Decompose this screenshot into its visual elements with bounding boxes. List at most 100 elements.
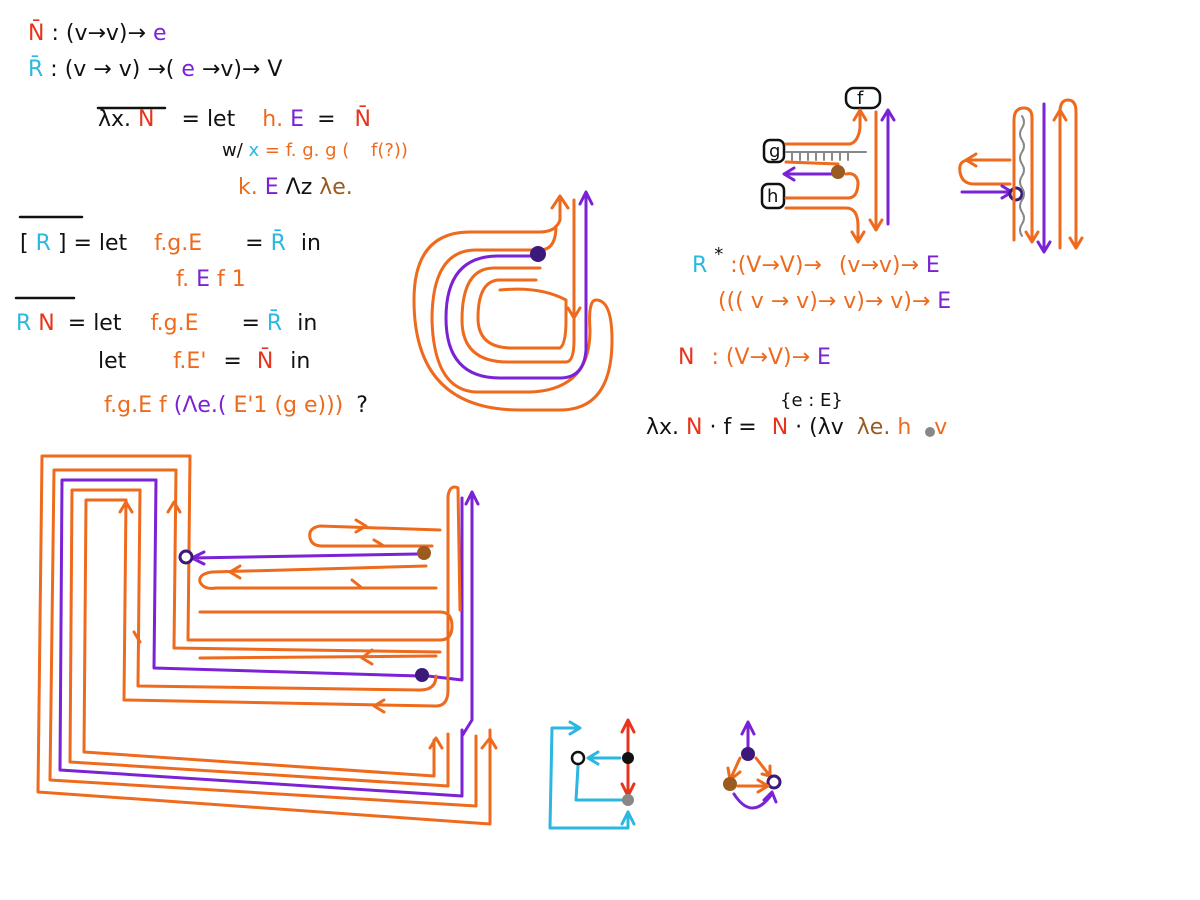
- k-E: E: [265, 175, 279, 200]
- svg-text:f. E f 1: f. E f 1: [176, 267, 246, 292]
- wall-gray-wave: [1019, 115, 1025, 237]
- let-nbar: N̄: [257, 348, 273, 374]
- outer-purple-loop: [58, 478, 464, 798]
- wall-open-node: [1008, 186, 1024, 202]
- svg-text:((( v → v)→ v)→ v)→ E: ((( v → v)→ v)→ v)→ E: [718, 289, 951, 314]
- rbr-eq: =: [245, 231, 263, 256]
- lam-n: N: [138, 107, 154, 132]
- rn-fg: f.g.E: [150, 311, 198, 336]
- loop-open-node: [178, 549, 194, 565]
- loop-navy-node: [415, 668, 429, 682]
- net-open-node: [570, 750, 586, 766]
- rbr-in: in: [301, 231, 321, 256]
- net-cyan-arrow-top: [568, 720, 582, 736]
- rbr-fg: f.g.E: [154, 231, 202, 256]
- lam-eq-let: = let: [182, 107, 236, 132]
- gadget-purple-arrow: [782, 166, 838, 182]
- fgef-e1: E'1: [233, 393, 267, 418]
- wall-loop-arrow: [964, 152, 978, 168]
- lx-N: N: [686, 415, 702, 440]
- gadget-h-arrow: [850, 230, 866, 244]
- llll-text: ((( v → v)→ v)→ v)→: [718, 289, 930, 314]
- gadget-h-line: [784, 172, 860, 242]
- fef-rest: f 1: [217, 267, 246, 292]
- svg-text:R̄ : (v → v) →( e: R̄ : (v → v) →( e →v)→ V: [28, 56, 282, 82]
- fgh-gadget: f g h: [760, 86, 896, 244]
- tri-orange-bottom: [736, 778, 770, 794]
- n-E: E: [817, 345, 831, 370]
- nested-loop-diagram: [36, 454, 498, 826]
- spiral-inner2-orange: [476, 278, 568, 350]
- small-network: [548, 718, 636, 830]
- mid-orange-loop-top: [308, 524, 442, 548]
- w-f: f(?)): [371, 140, 408, 161]
- n-bar-type: : (v→v)→: [51, 21, 145, 46]
- g-box: [762, 138, 786, 164]
- rstar-vv: (v→v)→: [839, 253, 919, 278]
- rbr-open: [: [20, 231, 29, 256]
- tri-purple-up: [740, 720, 756, 750]
- k-rest: Λz: [286, 175, 313, 200]
- k-k: k.: [238, 175, 258, 200]
- spiral-purple: [444, 192, 588, 380]
- mid-orange-loop-low: [198, 654, 438, 660]
- h-box-label: h: [767, 186, 778, 207]
- gadget-f-line: [784, 110, 862, 146]
- rstar-E: E: [926, 253, 940, 278]
- svg-text:λx. N · f =: λx. N · f = N · (λv λe. h v: [646, 415, 947, 440]
- spiral-inner-orange: [460, 198, 576, 364]
- tri-open-node: [766, 774, 782, 790]
- loop-arrows: [118, 500, 498, 750]
- lx-h: h: [897, 415, 911, 440]
- n-N: N: [678, 345, 694, 370]
- svg-text:f.g.E f (Λe.( E'1: f.g.E f (Λe.( E'1 (g e))) ?: [104, 393, 368, 418]
- net-red-up: [620, 718, 636, 754]
- r-bar-type: : (v → v) →(: [50, 57, 174, 82]
- lx-v: v: [934, 415, 947, 440]
- rn-rbar: R̄: [267, 310, 282, 336]
- rn-eq2: =: [241, 311, 259, 336]
- fgef-ge: (g e))): [274, 393, 343, 418]
- rstar-star: *: [714, 244, 723, 265]
- wall-orange-loop: [1058, 98, 1078, 250]
- fgef-lam: (Λe.(: [174, 393, 227, 418]
- svg-text:[ R ] = let: [ R ] = let f.g.E = R̄ in: [20, 230, 321, 256]
- lx-rest: · (λv: [795, 415, 844, 440]
- let-eq: =: [223, 349, 241, 374]
- mid-orange-loop-mid: [198, 564, 438, 590]
- gadget-gray-hatch: [785, 151, 867, 161]
- outer-orange-loop-2: [48, 468, 478, 808]
- net-cyan-mid: [574, 764, 626, 802]
- rn-N: N: [38, 311, 54, 336]
- gadget-brown-loop: [784, 160, 840, 166]
- wall-gadget: [958, 98, 1084, 254]
- stub-orange-top: [446, 485, 462, 612]
- svg-text:λx. N = let: λx. N = let h. E = N̄: [98, 106, 371, 132]
- svg-text:w/ x = f. g. g (: w/ x = f. g. g ( f(?)): [222, 140, 408, 161]
- f-box: [844, 86, 882, 110]
- rbr-close: ] = let: [58, 231, 128, 256]
- net-red-down: [620, 762, 636, 798]
- spiral-arrow1: [550, 194, 570, 210]
- n-bar-e: e: [153, 21, 167, 46]
- lam-h: h.: [262, 107, 283, 132]
- inner-orange-v3: [136, 488, 438, 692]
- inner-orange-v2: [172, 468, 442, 654]
- wall-purple-down: [1036, 102, 1052, 254]
- rn-eq-let: = let: [68, 311, 122, 336]
- net-black-node: [622, 752, 634, 764]
- outer-orange-loop-3: [68, 488, 450, 788]
- w-rest: = f. g. g (: [265, 140, 349, 161]
- svg-text:k. E Λz λe.: k. E Λz λe.: [238, 175, 353, 200]
- spiral-outer-orange: [412, 198, 614, 412]
- lam-E: E: [290, 107, 304, 132]
- r-bar-symbol: R̄: [28, 56, 43, 82]
- fgef-fg: f.g.E f: [104, 393, 168, 418]
- rn-R: R: [16, 311, 31, 336]
- tri-purple-bottom: [732, 790, 778, 810]
- n-rest: : (V→V)→: [711, 345, 810, 370]
- gadget-vert-orange: [868, 110, 884, 232]
- eE-text: {e : E}: [780, 390, 843, 411]
- tri-navy-node: [741, 747, 755, 761]
- right-formula-block: R * :(V→V)→ (v→v)→ E ((( v → v)→ v)→ v)→…: [646, 244, 951, 440]
